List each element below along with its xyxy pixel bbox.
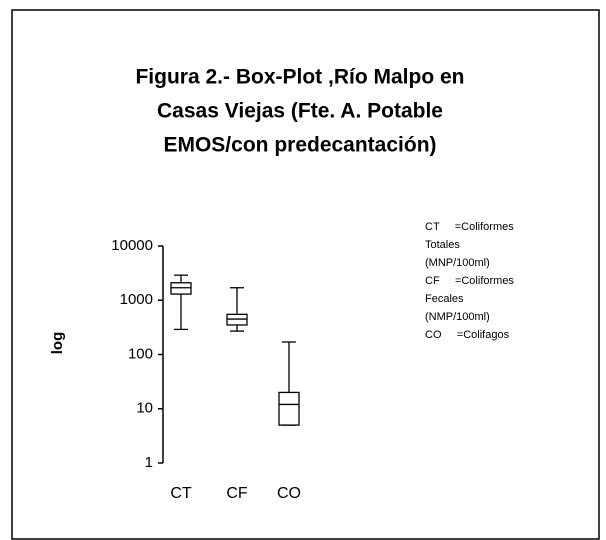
box [170,282,192,295]
y-tick-label: 100 [128,345,153,362]
box [278,391,300,426]
y-tick-label: 1000 [120,291,153,308]
legend-text: (NMP/100ml) [425,311,490,323]
legend-text: CO =Colifagos [425,329,510,341]
chart-title: Casas Viejas (Fte. A. Potable [157,100,443,123]
legend-text: Totales [425,239,460,251]
legend-text: (MNP/100ml) [425,257,490,269]
y-tick-label: 10 [136,400,153,417]
legend-text: Fecales [425,293,464,305]
frame [11,9,600,540]
legend-text: CT =Coliformes [425,221,514,233]
chart-title: Figura 2.- Box-Plot ,Río Malpo en [135,66,464,89]
chart-title: EMOS/con predecantación) [163,134,436,157]
x-tick-label: CF [226,485,248,502]
y-axis-label: log [49,332,66,355]
y-tick-label: 1 [145,454,153,471]
y-tick-label: 10000 [111,237,153,254]
x-tick-label: CO [277,485,301,502]
x-tick-label: CT [170,485,192,502]
legend-text: CF =Coliformes [425,275,514,287]
